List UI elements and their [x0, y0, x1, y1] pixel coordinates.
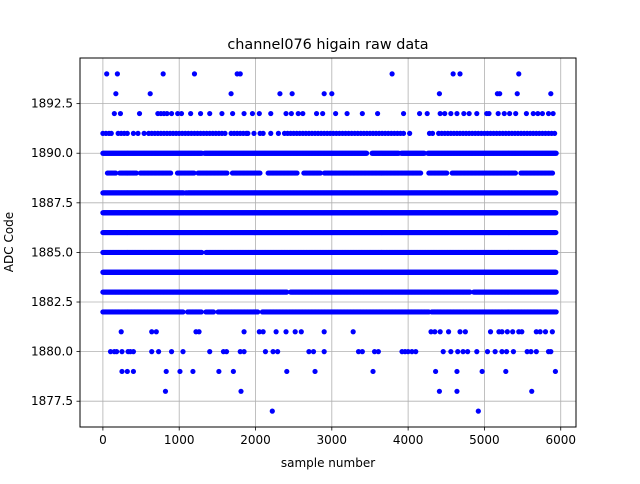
data-point — [207, 111, 212, 116]
data-point — [250, 111, 255, 116]
data-point — [131, 131, 136, 136]
data-point — [344, 111, 349, 116]
data-point — [289, 111, 294, 116]
data-point — [276, 131, 281, 136]
data-point — [320, 111, 325, 116]
data-point — [375, 111, 380, 116]
data-point — [553, 250, 558, 255]
data-point — [148, 91, 153, 96]
data-point — [135, 131, 140, 136]
data-point — [425, 111, 430, 116]
data-point — [486, 111, 491, 116]
data-point — [442, 111, 447, 116]
data-point — [113, 91, 118, 96]
data-point — [360, 111, 365, 116]
data-point — [474, 111, 479, 116]
data-point — [300, 111, 305, 116]
data-point — [553, 230, 558, 235]
data-point — [224, 170, 229, 175]
data-point — [401, 131, 406, 136]
data-point — [198, 111, 203, 116]
data-point — [230, 111, 235, 116]
data-point — [245, 131, 250, 136]
data-point — [407, 131, 412, 136]
data-point — [364, 151, 369, 156]
data-point — [554, 151, 559, 156]
data-point — [251, 131, 256, 136]
data-point — [137, 111, 142, 116]
data-point — [448, 111, 453, 116]
data-point — [516, 71, 521, 76]
data-point — [513, 170, 518, 175]
data-point — [164, 111, 169, 116]
data-point — [524, 111, 529, 116]
data-point — [451, 71, 456, 76]
data-point — [553, 190, 558, 195]
data-point — [294, 170, 299, 175]
data-point — [238, 71, 243, 76]
data-point — [401, 111, 406, 116]
data-point — [548, 91, 553, 96]
data-point — [290, 91, 295, 96]
data-point — [457, 71, 462, 76]
data-point — [531, 111, 536, 116]
data-point — [418, 170, 423, 175]
data-point — [257, 111, 262, 116]
data-point — [430, 131, 435, 136]
data-point — [219, 111, 224, 116]
data-point — [283, 111, 288, 116]
data-point — [104, 71, 109, 76]
data-point — [141, 131, 146, 136]
data-point — [257, 170, 262, 175]
data-point — [322, 91, 327, 96]
data-point — [535, 111, 540, 116]
data-point — [179, 111, 184, 116]
data-point — [496, 111, 501, 116]
data-point — [268, 111, 273, 116]
data-point — [497, 91, 502, 96]
data-point — [296, 111, 301, 116]
data-point — [467, 111, 472, 116]
data-point — [228, 91, 233, 96]
data-point — [552, 131, 557, 136]
data-point — [115, 71, 120, 76]
data-point — [222, 131, 227, 136]
data-point — [168, 170, 173, 175]
data-point — [444, 170, 449, 175]
data-point — [241, 111, 246, 116]
data-point — [461, 111, 466, 116]
data-point — [513, 111, 518, 116]
data-point — [329, 91, 334, 96]
data-point — [261, 131, 266, 136]
data-point — [454, 111, 459, 116]
data-point — [125, 131, 130, 136]
data-point — [507, 111, 512, 116]
data-point — [502, 111, 507, 116]
data-point — [515, 91, 520, 96]
data-point — [188, 111, 193, 116]
data-point — [314, 111, 319, 116]
data-point — [112, 111, 117, 116]
data-point — [389, 71, 394, 76]
data-point — [192, 71, 197, 76]
data-point — [169, 111, 174, 116]
data-point — [268, 131, 273, 136]
data-point — [551, 111, 556, 116]
data-point — [118, 111, 123, 116]
data-point — [553, 210, 558, 215]
data-point — [437, 91, 442, 96]
data-point — [417, 111, 422, 116]
data-point — [333, 111, 338, 116]
data-point — [546, 111, 551, 116]
data-point — [277, 91, 282, 96]
data-point — [161, 71, 166, 76]
data-point — [550, 170, 555, 175]
data-point — [438, 111, 443, 116]
data-point — [540, 111, 545, 116]
data-point — [109, 131, 114, 136]
data-point — [553, 270, 558, 275]
